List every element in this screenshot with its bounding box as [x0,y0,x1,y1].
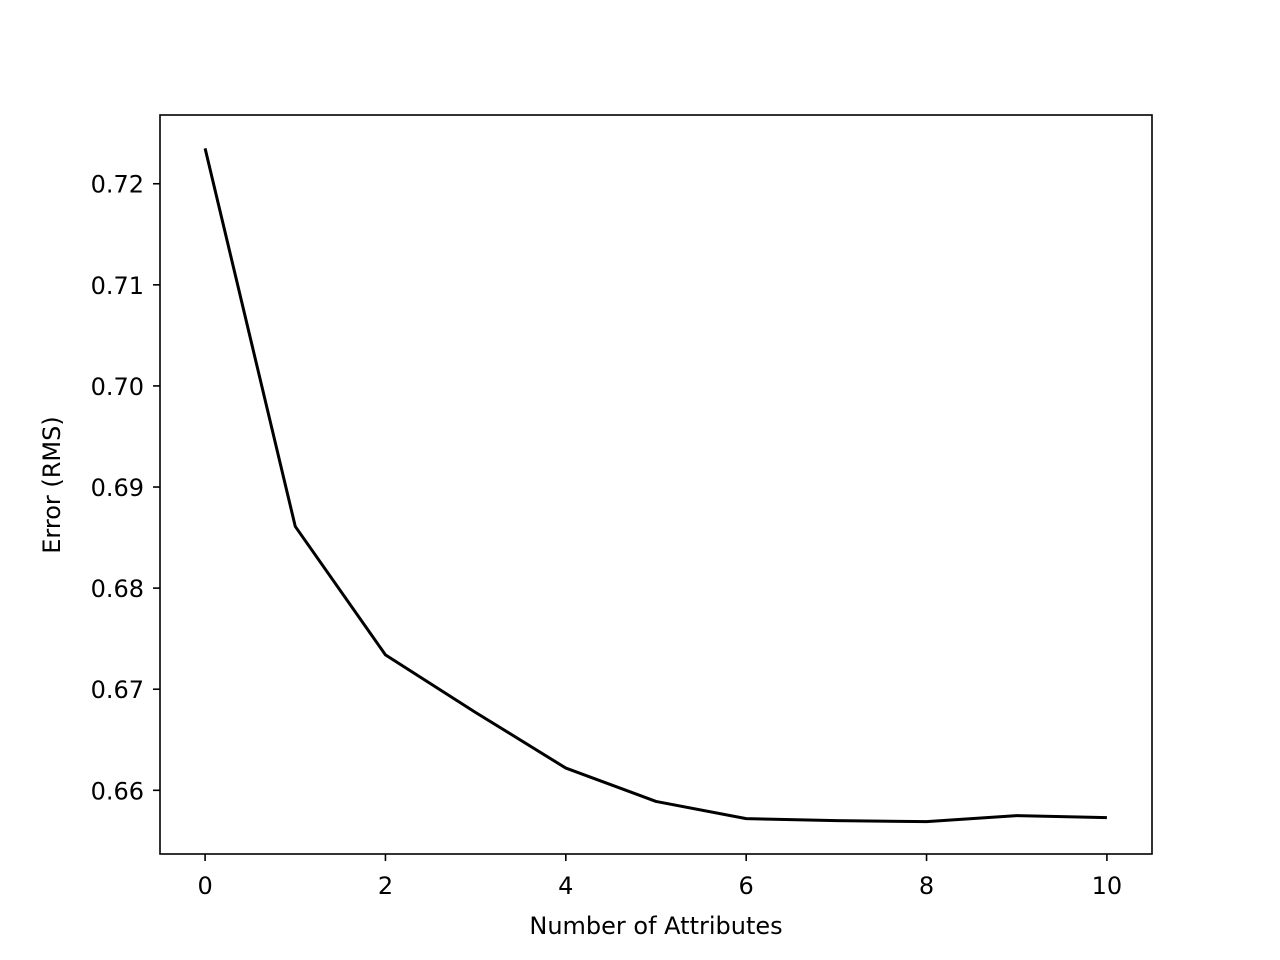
x-tick-label: 4 [558,872,573,900]
x-tick-label: 2 [378,872,393,900]
y-tick-label: 0.71 [91,272,144,300]
y-axis-ticks: 0.66 0.67 0.68 0.69 0.70 0.71 0.72 [91,171,160,805]
plot-area-frame [159,114,1153,855]
y-tick-label: 0.67 [91,676,144,704]
y-tick-label: 0.66 [91,777,144,805]
y-tick-label: 0.68 [91,575,144,603]
y-tick-label: 0.72 [91,171,144,199]
y-tick-label: 0.69 [91,474,144,502]
x-tick-label: 0 [197,872,212,900]
x-tick-label: 6 [739,872,754,900]
x-axis-label: Number of Attributes [529,912,782,940]
y-tick-label: 0.70 [91,373,144,401]
y-axis-label: Error (RMS) [38,416,66,553]
x-axis-ticks: 0 2 4 6 8 10 [197,854,1122,900]
series-line [203,148,1107,824]
x-tick-label: 8 [919,872,934,900]
x-tick-label: 10 [1092,872,1123,900]
